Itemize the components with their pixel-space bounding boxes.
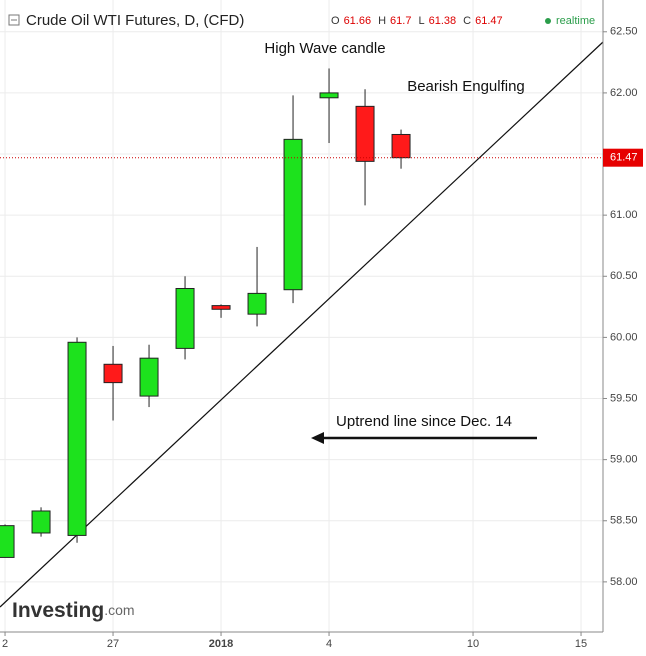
annotation: Uptrend line since Dec. 14: [336, 413, 512, 430]
candle-body: [103, 363, 123, 384]
y-tick-label: 58.50: [610, 515, 638, 527]
trend-line: [0, 41, 604, 608]
candle-body: [139, 357, 159, 397]
chart-title: Crude Oil WTI Futures, D, (CFD): [26, 12, 244, 29]
x-tick-label: 2018: [209, 638, 233, 650]
window-icon[interactable]: [8, 14, 20, 26]
ohlc-key: H: [378, 15, 386, 27]
y-tick-label: 59.50: [610, 392, 638, 404]
ohlc-key: O: [331, 15, 340, 27]
candle-body: [283, 138, 303, 291]
candle-body: [67, 341, 87, 536]
y-tick-label: 60.00: [610, 331, 638, 343]
arrow-head: [311, 432, 324, 444]
candle-body: [355, 105, 375, 162]
y-tick-label: 62.50: [610, 26, 638, 38]
x-tick-label: 10: [467, 638, 479, 650]
ohlc-value: 61.47: [475, 15, 503, 27]
x-tick-label: 2: [2, 638, 8, 650]
ohlc-value: 61.7: [390, 15, 411, 27]
y-tick-label: 58.00: [610, 576, 638, 588]
candle-body: [31, 510, 51, 534]
y-tick-label: 60.50: [610, 270, 638, 282]
candle-body: [211, 305, 231, 310]
last-price-tag: [603, 148, 643, 167]
logo-suffix: .com: [104, 602, 134, 618]
ohlc-key: L: [418, 15, 424, 27]
realtime-status: realtime: [556, 15, 595, 27]
candle-body: [391, 133, 411, 159]
candle-body: [0, 525, 15, 558]
candles: [0, 68, 603, 558]
ohlc-key: C: [463, 15, 471, 27]
y-tick-label: 62.00: [610, 87, 638, 99]
x-tick-label: 27: [107, 638, 119, 650]
y-tick-label: 61.00: [610, 209, 638, 221]
candle-body: [319, 92, 339, 99]
ohlc-value: 61.38: [429, 15, 457, 27]
last-price-label: 61.47: [610, 152, 638, 164]
candle-body: [175, 287, 195, 349]
candle-body: [247, 292, 267, 315]
x-tick-label: 4: [326, 638, 332, 650]
annotation: Bearish Engulfing: [407, 78, 525, 95]
logo: Investing.com: [12, 599, 135, 622]
y-tick-label: 59.00: [610, 454, 638, 466]
realtime-dot: [545, 18, 551, 24]
ohlc-value: 61.66: [344, 15, 372, 27]
x-tick-label: 15: [575, 638, 587, 650]
ohlc-legend: O 61.66 H 61.7 L 61.38 C 61.47: [331, 15, 503, 27]
annotation: High Wave candle: [264, 40, 385, 57]
logo-main: Investing: [12, 599, 104, 622]
